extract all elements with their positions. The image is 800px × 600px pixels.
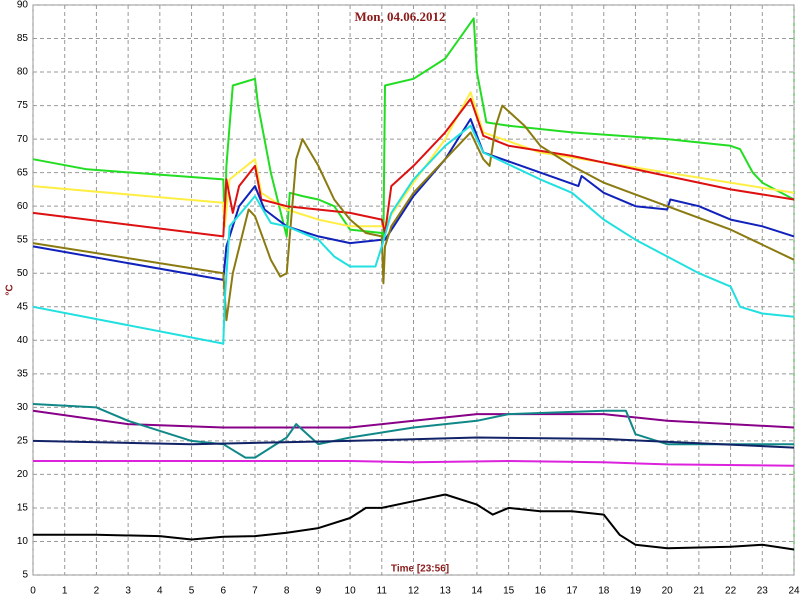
x-tick-label: 18 (598, 586, 610, 597)
x-tick-label: 20 (662, 586, 674, 597)
x-tick-label: 12 (408, 586, 420, 597)
series-line (32, 409, 795, 429)
series-line (33, 493, 795, 551)
y-tick-label: 50 (17, 268, 29, 279)
x-tick-label: 24 (788, 586, 800, 597)
x-tick-label: 13 (440, 586, 452, 597)
x-tick-label: 4 (157, 586, 163, 597)
chart-title: Mon, 04.06.2012 (355, 9, 446, 24)
x-tick-label: 11 (377, 586, 388, 597)
x-tick-label: 1 (62, 586, 68, 597)
y-tick-label: 80 (17, 67, 29, 78)
series-line (32, 104, 795, 322)
x-tick-label: 7 (252, 586, 258, 597)
y-tick-label: 55 (17, 234, 29, 245)
y-tick-label: 85 (17, 33, 29, 44)
x-tick-label: 19 (630, 586, 642, 597)
x-tick-label: 14 (471, 586, 483, 597)
y-tick-label: 15 (17, 503, 29, 514)
y-tick-label: 30 (17, 402, 29, 413)
y-tick-label: 10 (17, 536, 29, 547)
x-tick-label: 3 (125, 586, 131, 597)
y-tick-label: 75 (17, 100, 29, 111)
y-tick-label: 70 (17, 134, 29, 145)
x-tick-label: 8 (284, 586, 290, 597)
series-line (33, 460, 795, 467)
x-tick-label: 23 (757, 586, 769, 597)
x-tick-label: 21 (693, 586, 705, 597)
x-tick-label: 2 (94, 586, 100, 597)
x-tick-label: 9 (316, 586, 322, 597)
x-tick-label: 5 (189, 586, 195, 597)
x-tick-label: 10 (345, 586, 357, 597)
x-axis-label: Time [23:56] (391, 564, 449, 575)
series-line (32, 124, 795, 345)
x-tick-label: 16 (535, 586, 547, 597)
y-tick-label: 40 (17, 335, 29, 346)
y-tick-label: 5 (22, 570, 28, 581)
x-tick-label: 0 (30, 586, 36, 597)
y-axis-label: °C (5, 284, 16, 295)
x-tick-label: 22 (725, 586, 737, 597)
x-tick-label: 15 (503, 586, 515, 597)
x-tick-label: 17 (566, 586, 578, 597)
series-line (32, 436, 795, 449)
y-tick-label: 45 (17, 301, 29, 312)
y-tick-label: 65 (17, 167, 29, 178)
x-tick-label: 6 (220, 586, 226, 597)
y-tick-label: 90 (17, 0, 29, 11)
y-tick-label: 25 (17, 436, 29, 447)
y-tick-label: 35 (17, 368, 29, 379)
y-tick-label: 20 (17, 469, 29, 480)
y-tick-label: 60 (17, 201, 29, 212)
series-line (32, 17, 795, 241)
